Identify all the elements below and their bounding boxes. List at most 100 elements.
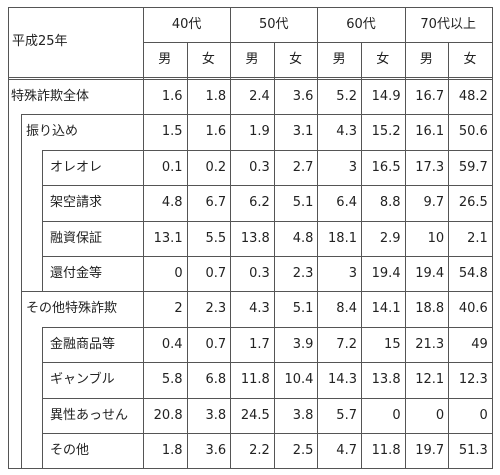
row-value: 20.8	[153, 407, 183, 423]
row-label: 還付金等	[50, 266, 103, 281]
row-value: 59.7	[458, 159, 488, 175]
row-value: 3	[348, 159, 357, 175]
row-label: その他	[50, 443, 90, 458]
row-value: 1.7	[249, 336, 270, 352]
row-value: 4.7	[336, 443, 357, 458]
row-value: 8.4	[336, 301, 357, 317]
row-value: 5.1	[292, 195, 314, 211]
row-label: オレオレ	[50, 159, 103, 175]
row-value: 2.3	[205, 301, 227, 317]
gender-body-divider	[361, 79, 362, 468]
row-value: 2.3	[292, 266, 314, 281]
row-value: 1.5	[161, 124, 183, 140]
row-value: 3.6	[205, 443, 227, 458]
label-column-divider	[143, 7, 144, 468]
row-value: 13.1	[153, 230, 183, 246]
row-value: 18.8	[415, 301, 445, 317]
age-group-header: 40代	[171, 17, 202, 32]
row-value: 4.3	[336, 124, 357, 140]
row-value: 21.3	[415, 336, 445, 352]
gender-body-divider	[448, 79, 450, 468]
row-value: 0	[479, 407, 488, 423]
row-value: 10.4	[284, 372, 314, 388]
row-value: 0	[174, 266, 183, 281]
row-value: 3.9	[292, 336, 314, 352]
row-value: 1.6	[205, 124, 227, 140]
row-divider	[42, 220, 492, 222]
row-value: 0.1	[161, 159, 183, 175]
row-value: 5.1	[292, 301, 314, 317]
row-label: その他特殊詐欺	[26, 301, 118, 317]
row-value: 5.2	[336, 89, 357, 104]
row-value: 5.8	[161, 372, 183, 388]
age-group-header: 70代以上	[420, 17, 476, 32]
row-value: 3.6	[292, 89, 314, 104]
gender-header: 女	[201, 52, 215, 67]
gender-body-divider	[273, 79, 275, 468]
age-group-header: 50代	[259, 17, 289, 32]
row-value: 48.2	[458, 89, 488, 104]
age-row-divider	[143, 42, 492, 43]
row-value: 5.7	[336, 407, 357, 423]
row-value: 54.8	[458, 266, 488, 281]
row-value: 1.6	[161, 89, 183, 104]
row-value: 2.7	[292, 159, 314, 175]
row-value: 0.4	[161, 336, 183, 352]
row-value: 6.8	[205, 372, 227, 388]
row-value: 1.8	[161, 443, 183, 458]
row-value: 13.8	[240, 230, 270, 246]
row-value: 6.2	[249, 195, 270, 211]
row-divider	[42, 433, 492, 434]
age-group-divider	[230, 7, 232, 468]
age-group-divider	[317, 7, 319, 468]
row-divider	[42, 185, 492, 187]
row-value: 10	[427, 230, 445, 246]
row-divider	[42, 397, 492, 399]
row-value: 49	[471, 336, 488, 352]
row-divider	[42, 256, 492, 257]
row-value: 6.7	[205, 195, 227, 211]
row-value: 3.8	[292, 407, 314, 423]
row-value: 0	[435, 407, 445, 423]
row-divider	[42, 149, 492, 151]
row-value: 2.4	[249, 89, 270, 104]
row-value: 3	[348, 266, 357, 281]
gender-body-divider	[186, 79, 188, 468]
row-value: 3.1	[292, 124, 314, 140]
row-value: 5.5	[205, 230, 227, 246]
row-label: 特殊詐欺全体	[11, 89, 90, 104]
gender-header: 男	[332, 52, 346, 67]
row-label: 金融商品等	[50, 336, 116, 352]
row-label: ギャンブル	[50, 372, 115, 388]
header-double-line-upper	[8, 77, 492, 78]
row-label: 異性あっせん	[50, 407, 129, 423]
row-value: 14.9	[371, 89, 401, 104]
row-value: 51.3	[458, 443, 488, 458]
row-value: 16.5	[371, 159, 401, 175]
row-value: 0	[392, 407, 401, 423]
row-value: 19.4	[371, 266, 401, 281]
row-value: 8.8	[379, 195, 401, 211]
gender-header: 女	[376, 52, 390, 67]
table-border-right	[492, 7, 493, 469]
row-label: 振り込め	[26, 124, 79, 140]
row-value: 26.5	[458, 195, 488, 211]
row-value: 19.7	[415, 443, 445, 458]
row-value: 0.7	[205, 336, 227, 352]
row-value: 18.1	[328, 230, 357, 246]
row-label: 融資保証	[50, 230, 103, 246]
table-border-left	[8, 7, 9, 468]
row-value: 2.5	[292, 443, 314, 458]
row-value: 3.8	[205, 407, 227, 423]
row-value: 15.2	[371, 124, 401, 140]
row-value: 2.2	[249, 443, 270, 458]
row-value: 13.8	[371, 372, 401, 388]
row-value: 11.8	[240, 372, 270, 388]
age-group-divider	[404, 7, 406, 468]
row-value: 1.8	[205, 89, 227, 104]
row-divider	[42, 362, 492, 364]
row-value: 4.8	[161, 195, 183, 211]
row-value: 2.1	[467, 230, 488, 246]
row-value: 19.4	[415, 266, 445, 281]
row-divider	[21, 114, 492, 116]
